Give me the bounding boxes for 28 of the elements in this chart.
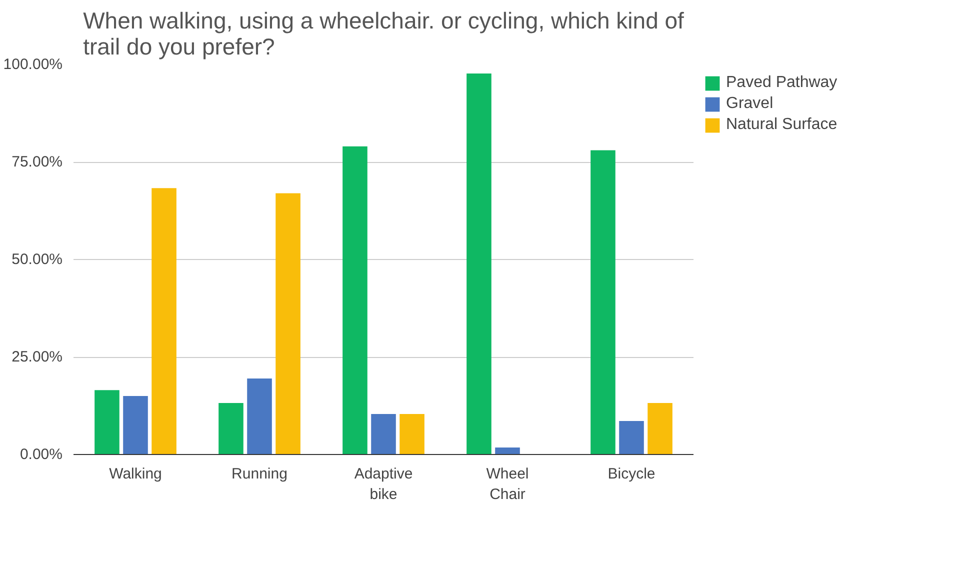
x-tick-label: Running bbox=[232, 466, 288, 482]
bar bbox=[342, 146, 368, 454]
legend-label: Paved Pathway bbox=[726, 74, 838, 92]
bar bbox=[495, 447, 520, 454]
bar bbox=[218, 403, 244, 454]
x-tick-label: Adaptive bike bbox=[354, 466, 413, 503]
chart-title: When walking, using a wheelchair. or cycling, which kind of trail do you prefer? bbox=[83, 8, 685, 60]
y-tick-label: 100.00% bbox=[3, 56, 62, 73]
bar bbox=[619, 420, 644, 454]
x-tick-label: Walking bbox=[109, 466, 162, 482]
bar bbox=[152, 188, 176, 454]
y-tick-label: 25.00% bbox=[12, 348, 62, 366]
bar bbox=[466, 73, 492, 454]
bar bbox=[247, 378, 272, 454]
legend-label: Gravel bbox=[726, 95, 774, 113]
x-tick-label: Bicycle bbox=[608, 466, 656, 482]
bar bbox=[123, 396, 148, 454]
bar bbox=[400, 414, 424, 454]
bar bbox=[371, 414, 396, 454]
x-tick-label: Wheel Chair bbox=[486, 466, 529, 503]
bar bbox=[648, 403, 672, 454]
legend-label: Natural Surface bbox=[726, 116, 838, 134]
y-tick-label: 0.00% bbox=[20, 446, 63, 463]
y-tick-label: 50.00% bbox=[12, 251, 62, 268]
bar bbox=[276, 193, 300, 454]
y-tick-label: 75.00% bbox=[12, 154, 62, 170]
bar bbox=[590, 150, 616, 454]
bar bbox=[94, 390, 120, 454]
